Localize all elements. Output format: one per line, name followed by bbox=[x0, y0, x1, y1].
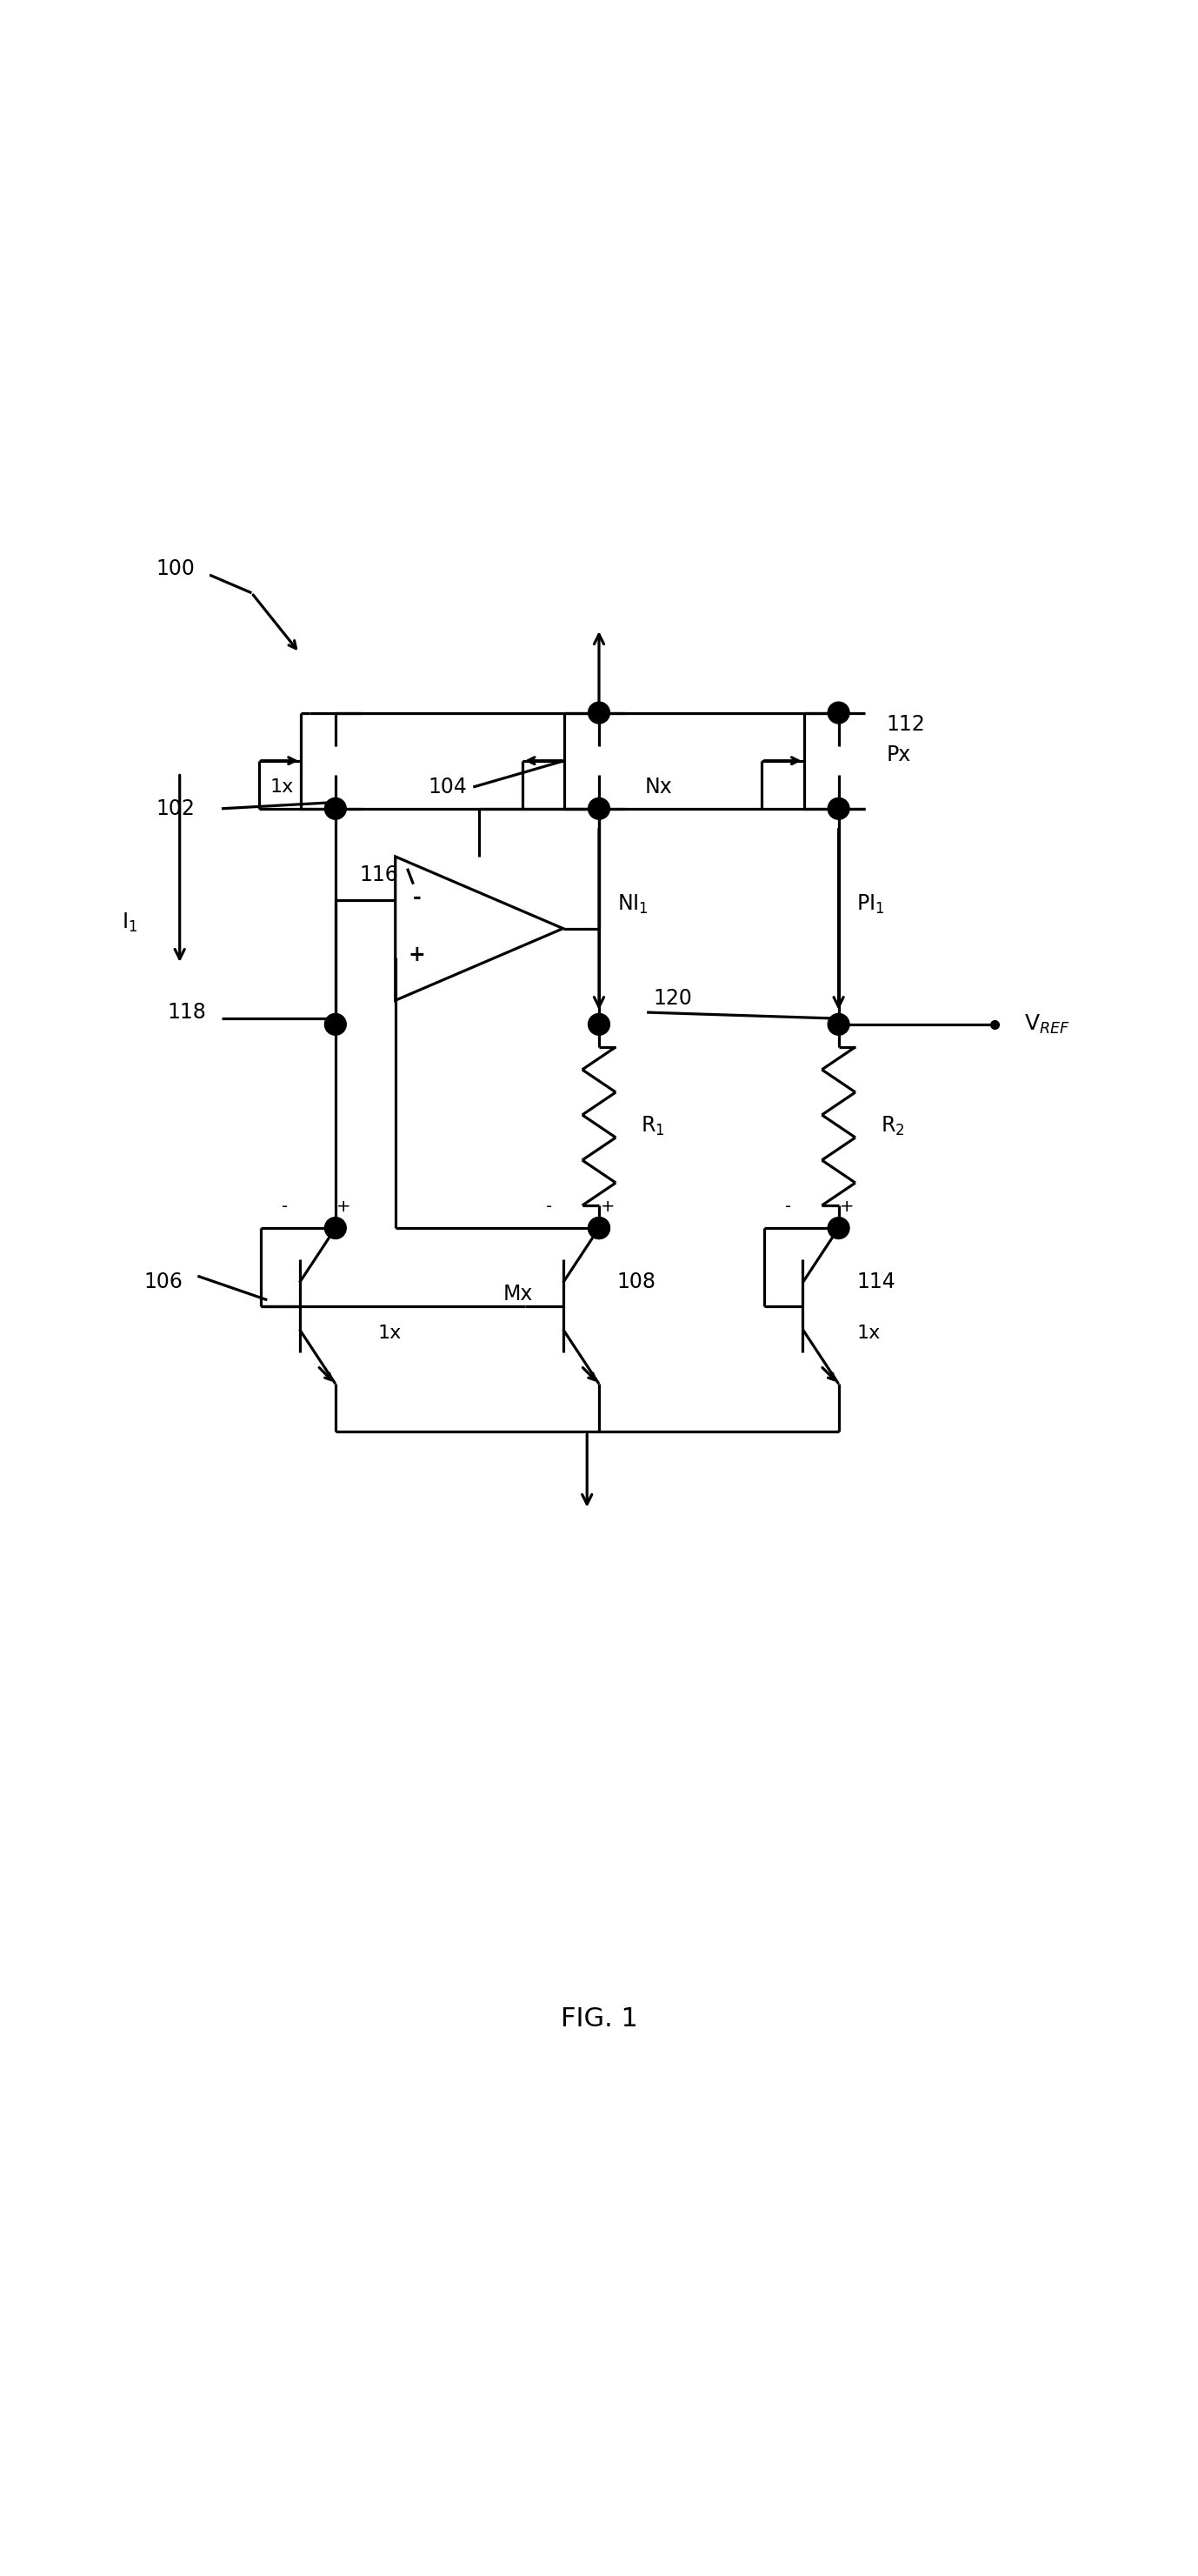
Text: FIG. 1: FIG. 1 bbox=[561, 2007, 637, 2032]
Text: 106: 106 bbox=[144, 1273, 183, 1293]
Text: Mx: Mx bbox=[503, 1283, 533, 1303]
Text: I$_1$: I$_1$ bbox=[122, 912, 138, 935]
Text: 108: 108 bbox=[617, 1273, 657, 1293]
Text: 118: 118 bbox=[168, 1002, 207, 1023]
Text: +: + bbox=[840, 1198, 854, 1216]
Text: 102: 102 bbox=[156, 799, 195, 819]
Text: 1x: 1x bbox=[377, 1324, 401, 1342]
Text: +: + bbox=[409, 945, 425, 966]
Text: V$_{REF}$: V$_{REF}$ bbox=[1024, 1012, 1070, 1036]
Text: 104: 104 bbox=[428, 775, 467, 799]
Circle shape bbox=[828, 703, 849, 724]
Text: R$_2$: R$_2$ bbox=[881, 1115, 904, 1139]
Circle shape bbox=[588, 1218, 610, 1239]
Circle shape bbox=[588, 1218, 610, 1239]
Text: 116: 116 bbox=[359, 863, 398, 886]
Text: NI$_1$: NI$_1$ bbox=[617, 894, 648, 917]
Circle shape bbox=[828, 1218, 849, 1239]
Circle shape bbox=[325, 1218, 346, 1239]
Circle shape bbox=[828, 799, 849, 819]
Circle shape bbox=[588, 1012, 610, 1036]
Text: PI$_1$: PI$_1$ bbox=[857, 894, 884, 917]
Circle shape bbox=[325, 1012, 346, 1036]
Text: 112: 112 bbox=[887, 714, 925, 734]
Text: 1x: 1x bbox=[270, 778, 294, 796]
Text: Nx: Nx bbox=[645, 775, 672, 799]
Text: -: - bbox=[785, 1198, 792, 1216]
Circle shape bbox=[828, 1012, 849, 1036]
Text: -: - bbox=[412, 886, 422, 907]
Text: +: + bbox=[600, 1198, 615, 1216]
Text: 120: 120 bbox=[653, 987, 692, 1007]
Circle shape bbox=[588, 799, 610, 819]
Text: R$_1$: R$_1$ bbox=[641, 1115, 665, 1139]
Text: Px: Px bbox=[887, 744, 912, 765]
Text: -: - bbox=[282, 1198, 289, 1216]
Text: 1x: 1x bbox=[857, 1324, 881, 1342]
Text: -: - bbox=[545, 1198, 552, 1216]
Text: +: + bbox=[337, 1198, 351, 1216]
Circle shape bbox=[588, 703, 610, 724]
Circle shape bbox=[325, 799, 346, 819]
Text: 100: 100 bbox=[156, 559, 195, 580]
Text: 114: 114 bbox=[857, 1273, 895, 1293]
